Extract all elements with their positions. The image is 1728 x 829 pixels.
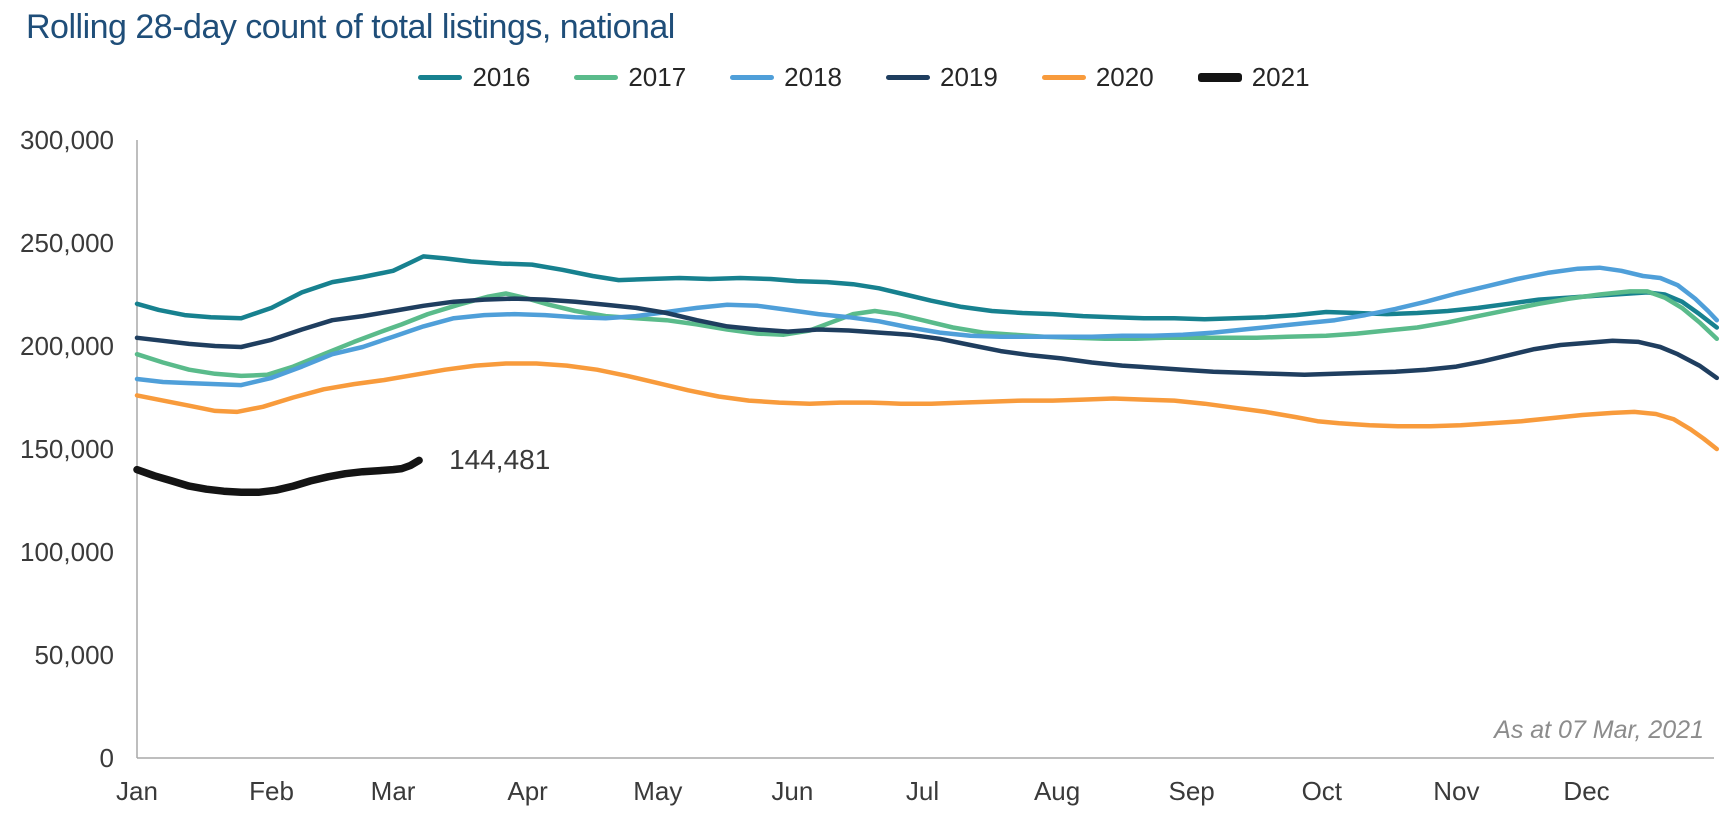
legend-item-2020: 2020 [1041, 62, 1154, 93]
x-tick-label: Mar [371, 776, 416, 806]
x-tick-label: Nov [1433, 776, 1479, 806]
y-tick-label: 50,000 [34, 640, 114, 670]
y-tick-label: 300,000 [20, 125, 114, 155]
legend-label-2016: 2016 [472, 62, 531, 92]
y-tick-label: 200,000 [20, 331, 114, 361]
legend-label-2017: 2017 [628, 62, 687, 92]
y-tick-label: 250,000 [20, 228, 114, 258]
legend-item-2017: 2017 [574, 62, 686, 93]
series-end-value-label: 144,481 [449, 444, 551, 476]
legend-swatch-2021 [1197, 73, 1242, 82]
x-tick-label: Jul [906, 776, 939, 806]
legend-swatch-2019 [886, 74, 930, 81]
legend-item-2021: 2021 [1197, 62, 1310, 93]
legend-swatch-2016 [418, 74, 463, 81]
legend-swatch-2018 [730, 74, 775, 81]
legend-item-2016: 2016 [418, 62, 530, 93]
series-line-2017 [134, 289, 1720, 379]
x-tick-label: Oct [1302, 776, 1343, 806]
x-tick-label: Aug [1034, 776, 1080, 806]
chart-title: Rolling 28-day count of total listings, … [26, 8, 675, 46]
legend-label-2020: 2020 [1095, 62, 1154, 92]
x-tick-label: Dec [1563, 776, 1609, 806]
x-tick-label: Jan [116, 776, 158, 806]
chart-legend: 2016 2017 2018 2019 2020 2021 [0, 62, 1728, 93]
x-tick-label: Apr [507, 776, 548, 806]
legend-label-2021: 2021 [1251, 62, 1310, 92]
y-tick-label: 0 [100, 743, 114, 773]
y-tick-label: 100,000 [20, 537, 114, 567]
x-tick-label: May [633, 776, 682, 806]
legend-swatch-2017 [574, 74, 619, 81]
legend-item-2018: 2018 [730, 62, 842, 93]
series-line-2018 [134, 265, 1720, 388]
legend-label-2018: 2018 [784, 62, 842, 92]
x-tick-label: Feb [249, 776, 294, 806]
series-line-2020 [134, 361, 1720, 452]
series-line-2021 [133, 456, 423, 497]
series-line-2019 [134, 296, 1720, 381]
y-tick-label: 150,000 [20, 434, 114, 464]
series-line-2016 [134, 254, 1720, 330]
x-tick-label: Jun [771, 776, 813, 806]
as-at-annotation: As at 07 Mar, 2021 [1494, 716, 1704, 744]
x-tick-label: Sep [1168, 776, 1214, 806]
legend-label-2019: 2019 [940, 62, 998, 92]
legend-swatch-2020 [1041, 74, 1086, 81]
legend-item-2019: 2019 [886, 62, 998, 93]
